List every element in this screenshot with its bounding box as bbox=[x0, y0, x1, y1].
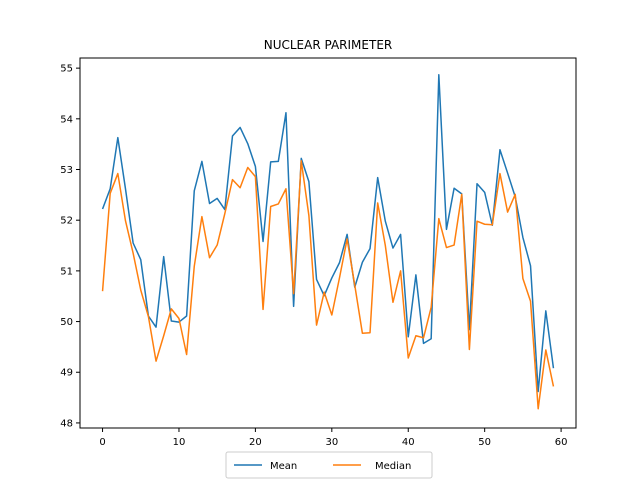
legend-frame bbox=[225, 451, 433, 479]
y-axis: 48 49 50 51 52 53 54 55 bbox=[60, 64, 80, 429]
y-tick-label: 48 bbox=[60, 418, 73, 429]
x-tick-label: 60 bbox=[555, 437, 568, 448]
y-tick-label: 50 bbox=[60, 317, 73, 328]
plot-frame bbox=[79, 57, 577, 429]
x-tick-label: 10 bbox=[173, 437, 186, 448]
series-line-mean bbox=[101, 73, 555, 393]
x-tick-label: 50 bbox=[478, 437, 491, 448]
legend-label-median: Median bbox=[375, 461, 411, 472]
y-tick-label: 55 bbox=[60, 64, 73, 75]
y-tick-label: 49 bbox=[60, 368, 73, 379]
x-tick-label: 0 bbox=[99, 437, 105, 448]
x-tick-label: 20 bbox=[249, 437, 262, 448]
legend: Mean Median bbox=[225, 451, 433, 479]
x-tick-label: 40 bbox=[402, 437, 415, 448]
x-axis: 0 10 20 30 40 50 60 bbox=[99, 428, 567, 448]
series-lines bbox=[101, 73, 555, 410]
x-tick-label: 30 bbox=[325, 437, 338, 448]
legend-label-mean: Mean bbox=[270, 461, 297, 472]
y-tick-label: 52 bbox=[60, 216, 73, 227]
y-tick-label: 54 bbox=[60, 114, 73, 125]
y-tick-label: 53 bbox=[60, 165, 73, 176]
y-tick-label: 51 bbox=[60, 266, 73, 277]
chart-title: NUCLEAR PARIMETER bbox=[264, 38, 393, 52]
series-line-median bbox=[101, 160, 555, 410]
